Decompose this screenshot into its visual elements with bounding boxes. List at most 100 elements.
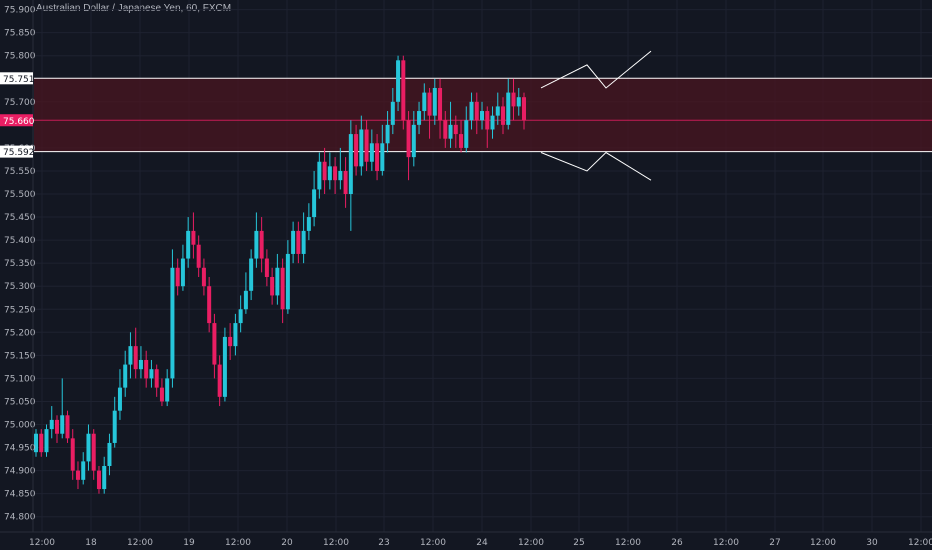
candle-body bbox=[102, 466, 107, 490]
candle-body bbox=[375, 143, 380, 171]
candle-body bbox=[312, 189, 317, 218]
candle-body bbox=[138, 359, 143, 370]
x-tick-label: 12:00 bbox=[518, 538, 544, 548]
candle-body bbox=[212, 323, 217, 365]
candle-body bbox=[123, 364, 128, 388]
y-tick-label: 75.100 bbox=[4, 374, 36, 384]
y-tick-label: 75.700 bbox=[4, 98, 36, 108]
y-tick-label: 75.050 bbox=[4, 397, 36, 407]
x-tick-label: 12:00 bbox=[323, 538, 349, 548]
x-tick-label: 24 bbox=[476, 538, 488, 548]
candle-body bbox=[443, 120, 448, 139]
zone-bottom-tag-bg bbox=[0, 145, 33, 158]
candle-body bbox=[427, 92, 432, 116]
candle-body bbox=[107, 442, 112, 466]
y-tick-label: 74.850 bbox=[4, 490, 36, 500]
candle-body bbox=[39, 433, 44, 453]
x-tick-label: 12:00 bbox=[615, 538, 641, 548]
candle-body bbox=[390, 101, 395, 125]
candle-body bbox=[280, 267, 285, 310]
x-tick-label: 12:00 bbox=[225, 538, 251, 548]
candle-body bbox=[270, 276, 275, 296]
current-price-tag: 75.660 bbox=[3, 117, 35, 127]
candle-body bbox=[406, 120, 411, 158]
candle-body bbox=[180, 258, 185, 287]
candle-body bbox=[65, 415, 70, 439]
candle-body bbox=[291, 230, 296, 254]
candle-body bbox=[60, 415, 65, 434]
x-tick-label: 12:00 bbox=[713, 538, 739, 548]
candle-body bbox=[464, 120, 469, 148]
candle-body bbox=[343, 170, 348, 195]
candle-body bbox=[411, 124, 416, 158]
projection-up-line bbox=[540, 50, 652, 89]
candle-body bbox=[448, 124, 453, 139]
candle-body bbox=[369, 143, 374, 162]
candle-body bbox=[228, 336, 233, 347]
zone-bottom-tag: 75.592 bbox=[3, 148, 35, 158]
price-tags: 75.751 75.592 75.660 bbox=[0, 72, 35, 158]
candle-body bbox=[396, 60, 401, 102]
y-tick-label: 75.550 bbox=[4, 167, 36, 177]
candle-body bbox=[417, 111, 422, 125]
projection-down-line bbox=[540, 151, 652, 181]
candle-body bbox=[264, 258, 269, 277]
candle-body bbox=[222, 336, 227, 397]
candle-body bbox=[490, 115, 495, 130]
candle-body bbox=[322, 161, 327, 181]
zone-top-tag-bg bbox=[0, 72, 33, 85]
candle-body bbox=[474, 101, 479, 121]
candle-body bbox=[149, 369, 154, 379]
candles bbox=[34, 55, 526, 494]
x-tick-label: 19 bbox=[183, 538, 195, 548]
x-tick-label: 23 bbox=[378, 538, 389, 548]
candle-body bbox=[275, 267, 280, 296]
candle-body bbox=[75, 470, 80, 480]
candle-body bbox=[511, 92, 516, 107]
x-tick-label: 12:00 bbox=[127, 538, 153, 548]
projection-lines[interactable] bbox=[540, 50, 652, 181]
candle-body bbox=[128, 346, 133, 365]
y-tick-label: 75.150 bbox=[4, 351, 36, 361]
chart-title: Australian Dollar / Japanese Yen, 60, FX… bbox=[36, 3, 232, 14]
y-tick-label: 75.000 bbox=[4, 421, 36, 431]
y-tick-label: 75.800 bbox=[4, 52, 36, 62]
candle-body bbox=[380, 143, 385, 171]
candle-body bbox=[34, 433, 38, 453]
x-tick-label: 12:00 bbox=[420, 538, 446, 548]
time-axis[interactable]: 12:00 18 12:00 19 12:00 20 12:00 23 12:00 24 12:00… bbox=[0, 531, 932, 548]
x-tick-label: 20 bbox=[281, 538, 293, 548]
candle-body bbox=[516, 97, 521, 107]
candle-body bbox=[306, 217, 311, 231]
candle-body bbox=[348, 134, 353, 195]
candle-body bbox=[327, 166, 332, 181]
candle-body bbox=[159, 387, 164, 402]
candle-body bbox=[354, 134, 359, 167]
candle-body bbox=[359, 129, 364, 167]
y-tick-label: 75.400 bbox=[4, 236, 36, 246]
candle-body bbox=[144, 359, 149, 379]
candle-body bbox=[385, 124, 390, 144]
candle-body bbox=[154, 369, 159, 388]
candle-body bbox=[217, 364, 222, 397]
candle-body bbox=[207, 286, 212, 324]
candle-body bbox=[422, 92, 427, 112]
candle-body bbox=[112, 410, 117, 443]
candle-body bbox=[44, 429, 49, 453]
y-tick-label: 75.450 bbox=[4, 213, 36, 223]
candle-body bbox=[238, 309, 243, 324]
x-tick-label: 18 bbox=[85, 538, 97, 548]
candle-body bbox=[201, 267, 206, 287]
candle-body bbox=[233, 323, 238, 347]
x-tick-label: 12:00 bbox=[29, 538, 55, 548]
candle-body bbox=[196, 244, 201, 268]
y-tick-label: 75.900 bbox=[4, 6, 36, 16]
x-tick-label: 30 bbox=[866, 538, 878, 548]
candle-body bbox=[175, 267, 180, 287]
candle-body bbox=[249, 258, 254, 291]
candle-body bbox=[317, 161, 322, 190]
zone-top-tag: 75.751 bbox=[3, 75, 35, 85]
y-tick-label: 75.300 bbox=[4, 282, 36, 292]
x-tick-label: 25 bbox=[573, 538, 584, 548]
